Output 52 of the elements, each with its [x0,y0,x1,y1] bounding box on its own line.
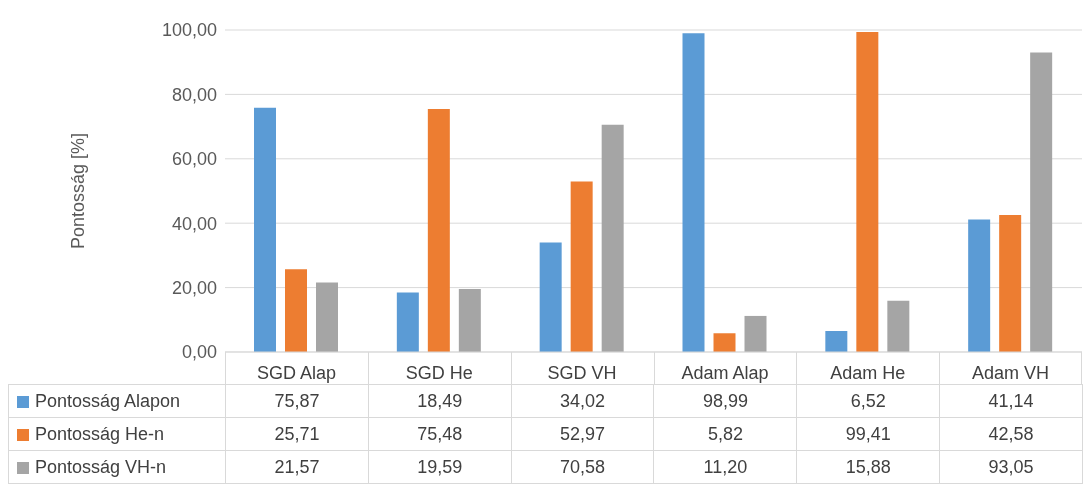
data-label: 11,20 [653,450,797,484]
bar [285,269,307,352]
bar [570,181,593,352]
data-label: 25,71 [225,417,369,451]
bar [316,282,338,352]
y-tick-label: 40,00 [171,213,217,234]
legend-label: Pontosság VH-n [35,456,167,477]
data-label: 21,57 [225,450,369,484]
data-label: 5,82 [653,417,797,451]
y-tick-label: 80,00 [171,84,217,105]
bar [254,107,276,352]
bar [999,214,1022,352]
x-tick-label: Adam VH [972,362,1050,383]
legend-label: Pontosság He-n [35,423,165,444]
data-label: 99,41 [796,417,940,451]
data-label: 41,14 [939,384,1083,418]
bar [396,292,419,352]
data-label: 15,88 [796,450,940,484]
y-tick-label: 0,00 [181,342,217,363]
y-axis-title: Pontosság [%] [68,132,89,250]
data-label: 19,59 [368,450,512,484]
bar [427,108,450,352]
data-label: 18,49 [368,384,512,418]
data-label: 6,52 [796,384,940,418]
data-label: 93,05 [939,450,1083,484]
bar [682,33,705,352]
data-label: 75,87 [225,384,369,418]
y-tick-label: 20,00 [171,277,217,298]
bar [856,31,879,352]
y-tick-label: 100,00 [161,20,217,41]
bar [968,219,991,352]
x-tick-label: SGD VH [547,362,617,383]
bar [887,300,910,352]
data-label: 70,58 [511,450,654,484]
y-tick-label: 60,00 [171,149,217,170]
x-tick-label: Adam He [830,362,906,383]
bar [713,333,736,352]
bar [601,124,624,352]
data-label: 98,99 [653,384,797,418]
legend-label: Pontosság Alapon [35,390,181,411]
data-label: 42,58 [939,417,1083,451]
bar [458,288,481,352]
x-tick-label: SGD He [405,362,473,383]
x-tick-label: SGD Alap [256,362,336,383]
data-label: 52,97 [511,417,654,451]
bar [1030,52,1053,352]
data-label: 34,02 [511,384,654,418]
bar [744,315,767,352]
data-label: 75,48 [368,417,512,451]
bar [539,242,562,352]
bar [825,331,848,352]
x-tick-label: Adam Alap [681,362,769,383]
